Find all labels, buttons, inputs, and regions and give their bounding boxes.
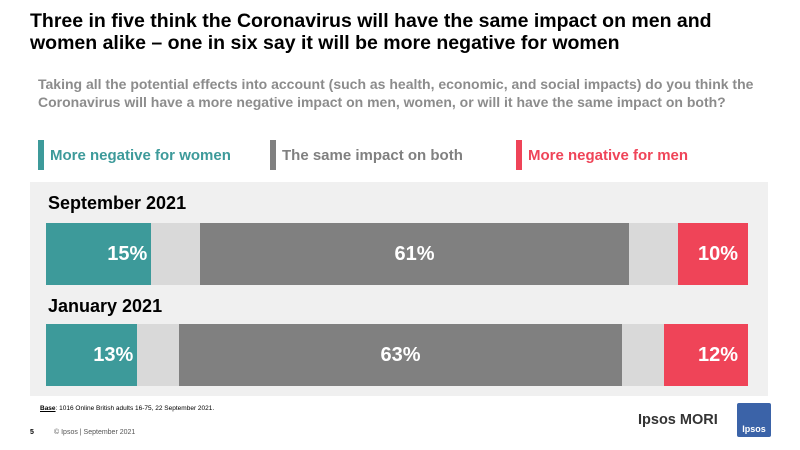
brand-name: Ipsos MORI [638,412,718,428]
ipsos-logo: Ipsos [737,403,771,437]
legend-swatch-women [38,140,44,170]
legend-item-same: The same impact on both [270,140,463,170]
data-label-same-sep-2021: 61% [394,242,435,265]
legend-label-women: More negative for women [50,146,231,164]
copyright: © Ipsos | September 2021 [54,429,136,436]
data-label-men-jan-2021: 12% [697,343,738,366]
data-label-same-jan-2021: 63% [380,343,421,366]
page-number: 5 [30,429,34,436]
bar-row-sep-2021: 15% 61% 10% [46,223,748,285]
legend-label-same: The same impact on both [282,146,463,164]
data-label-men-sep-2021: 10% [697,242,738,265]
base-footnote: Base: 1016 Online British adults 16-75, … [40,405,214,412]
legend-swatch-men [516,140,522,170]
bar-segment-same-sep-2021: 61% [200,223,629,285]
data-label-women-sep-2021: 15% [107,242,148,265]
logo-text: Ipsos [742,424,766,434]
bar-segment-men-jan-2021: 12% [663,324,748,386]
legend-item-men: More negative for men [516,140,688,170]
data-label-women-jan-2021: 13% [93,343,134,366]
survey-question: Taking all the potential effects into ac… [38,76,754,110]
period-label-sep-2021: September 2021 [48,193,187,213]
bar-segment-women-sep-2021: 15% [46,223,152,285]
legend-swatch-same [270,140,276,170]
chart-legend: More negative for women The same impact … [38,140,778,172]
bar-row-jan-2021: 13% 63% 12% [46,324,748,386]
bar-segment-women-jan-2021: 13% [46,324,138,386]
base-text: : 1016 Online British adults 16-75, 22 S… [55,405,215,412]
base-label: Base [40,405,56,412]
bar-segment-same-jan-2021: 63% [179,324,622,386]
page-title: Three in five think the Coronavirus will… [30,10,712,54]
legend-label-men: More negative for men [528,146,689,164]
period-label-jan-2021: January 2021 [48,296,163,316]
legend-item-women: More negative for women [38,140,231,170]
bar-segment-men-sep-2021: 10% [677,223,748,285]
